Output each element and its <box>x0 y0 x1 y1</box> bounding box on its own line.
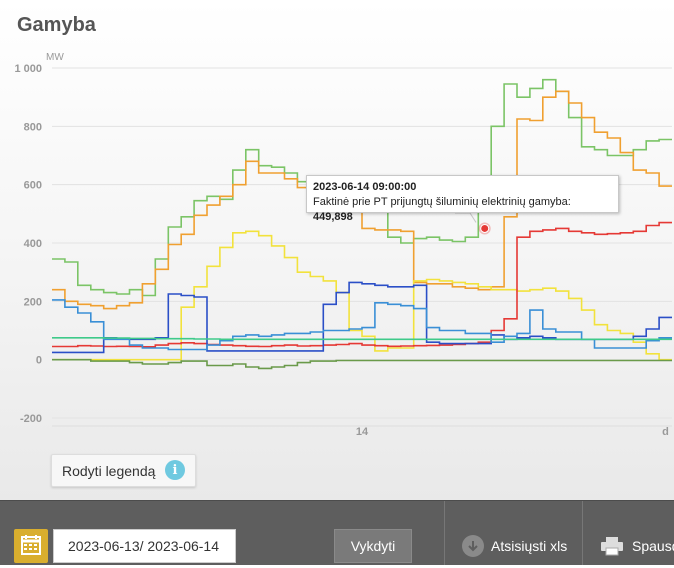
y-tick-label: 800 <box>24 121 42 133</box>
print-button[interactable]: Spausd <box>600 531 674 561</box>
chart-grid <box>52 67 672 419</box>
production-chart: -200 0 200 400 600 800 1 000 14 d <box>14 63 672 438</box>
x-axis-ticks: 14 d <box>52 425 672 438</box>
series-line-4 <box>52 281 672 354</box>
calendar-button[interactable] <box>14 529 48 563</box>
tooltip-series-line: Faktinė prie PT prijungtų šiluminių elek… <box>313 195 612 225</box>
tooltip-series-name: Faktinė prie PT prijungtų šiluminių elek… <box>313 196 571 208</box>
run-button[interactable]: Vykdyti <box>334 529 412 563</box>
info-icon[interactable]: i <box>165 460 185 480</box>
series-line-5 <box>52 299 672 351</box>
y-axis-unit: MW <box>46 52 64 63</box>
calendar-icon <box>21 535 41 555</box>
y-tick-label: 0 <box>36 355 42 367</box>
download-label: Atsisiųsti xls <box>491 538 568 554</box>
highlight-layer <box>455 212 491 235</box>
chart-tooltip: 2023-06-14 09:00:00 Faktinė prie PT prij… <box>306 175 619 223</box>
highlight-point <box>480 223 490 233</box>
y-tick-label: 400 <box>24 238 42 250</box>
y-tick-label: -200 <box>20 413 42 425</box>
chart-panel <box>0 0 674 500</box>
toolbar-separator <box>582 501 583 565</box>
series-line-2 <box>52 230 672 361</box>
printer-icon <box>601 537 623 556</box>
y-axis-ticks: -200 0 200 400 600 800 1 000 <box>14 63 42 425</box>
toolbar-separator <box>444 501 445 565</box>
tooltip-pointer <box>455 212 477 223</box>
tooltip-timestamp: 2023-06-14 09:00:00 <box>313 181 417 193</box>
print-label: Spausd <box>632 538 674 554</box>
y-tick-label: 200 <box>24 296 42 308</box>
date-range-input[interactable]: 2023-06-13/ 2023-06-14 <box>53 529 236 563</box>
y-tick-label: 600 <box>24 180 42 192</box>
series-line-3 <box>52 221 672 348</box>
x-tick-label: d <box>662 426 669 438</box>
series-line-7 <box>52 358 672 370</box>
show-legend-label: Rodyti legendą <box>62 462 156 479</box>
x-tick-label: 14 <box>356 426 369 438</box>
page-title: Gamyba <box>17 14 96 36</box>
show-legend-button[interactable]: Rodyti legendą i <box>51 454 196 487</box>
download-xls-button[interactable]: Atsisiųsti xls <box>462 531 567 561</box>
series-line-6 <box>52 337 672 341</box>
download-icon <box>462 535 484 557</box>
tooltip-value: 449,898 <box>313 211 353 223</box>
bottom-toolbar: 2023-06-13/ 2023-06-14 Vykdyti Atsisiųst… <box>0 500 674 565</box>
y-tick-label: 1 000 <box>14 63 42 75</box>
